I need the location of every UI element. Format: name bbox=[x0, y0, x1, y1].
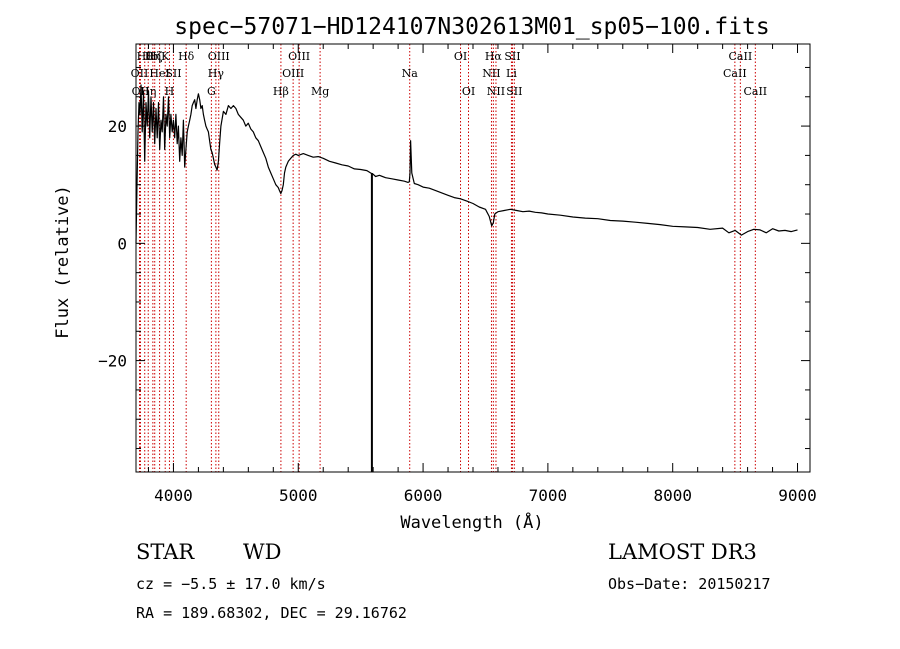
obs-date-text: Obs−Date: 20150217 bbox=[608, 575, 771, 593]
object-subclass: WD bbox=[243, 540, 281, 564]
emission-line-labels: OIIOIIHθHηHηHζHeIKHSIIHδGHγOIIIHβOIIIOII… bbox=[131, 50, 768, 98]
line-marker-label: Hβ bbox=[273, 85, 289, 98]
x-tick-label: 9000 bbox=[778, 486, 817, 505]
line-marker-label: OIII bbox=[288, 50, 310, 63]
line-marker-label: K bbox=[161, 50, 170, 63]
line-marker-label: G bbox=[207, 85, 216, 98]
line-marker-label: CaII bbox=[723, 67, 747, 80]
line-marker-label: OIII bbox=[282, 67, 304, 80]
y-axis-label: Flux (relative) bbox=[53, 185, 73, 339]
x-axis-ticks: 4000 5000 6000 7000 8000 9000 bbox=[147, 44, 817, 505]
x-axis-label: Wavelength (Å) bbox=[400, 511, 543, 533]
y-tick-label: 20 bbox=[108, 117, 127, 136]
line-marker-label: Mg bbox=[311, 85, 329, 98]
line-marker-label: SII bbox=[504, 50, 520, 63]
line-marker-label: OIII bbox=[208, 50, 230, 63]
emission-line-markers bbox=[138, 44, 756, 472]
plot-frame bbox=[135, 43, 811, 473]
x-tick-label: 8000 bbox=[653, 486, 692, 505]
line-marker-label: H bbox=[165, 85, 175, 98]
chart-title: spec−57071−HD124107N302613M01_sp05−100.f… bbox=[174, 14, 769, 40]
y-tick-label: −20 bbox=[98, 352, 127, 371]
line-marker-label: NII bbox=[487, 85, 505, 98]
x-tick-label: 7000 bbox=[529, 486, 568, 505]
x-tick-label: 6000 bbox=[404, 486, 443, 505]
object-class: STAR bbox=[136, 540, 195, 564]
line-marker-label: Hθ bbox=[137, 50, 154, 63]
y-tick-label: 0 bbox=[117, 234, 127, 253]
x-tick-label: 4000 bbox=[154, 486, 193, 505]
line-marker-label: OI bbox=[454, 50, 467, 63]
line-marker-label: NII bbox=[482, 67, 500, 80]
line-marker-label: Hδ bbox=[178, 50, 195, 63]
line-marker-label: CaII bbox=[743, 85, 767, 98]
line-marker-label: SII bbox=[165, 67, 181, 80]
line-marker-label: SII bbox=[506, 85, 522, 98]
x-tick-label: 5000 bbox=[279, 486, 318, 505]
spectrum-line bbox=[135, 84, 798, 244]
coords-text: RA = 189.68302, DEC = 29.16762 bbox=[136, 604, 407, 622]
line-marker-label: HeI bbox=[149, 67, 169, 80]
survey-name: LAMOST DR3 bbox=[608, 540, 757, 564]
line-marker-label: Hγ bbox=[208, 67, 225, 80]
y-axis-ticks: −20 0 20 bbox=[98, 66, 810, 450]
line-marker-label: Na bbox=[402, 67, 419, 80]
line-marker-label: Hζ bbox=[147, 50, 163, 63]
line-marker-label: OII bbox=[131, 67, 149, 80]
line-marker-label: CaII bbox=[729, 50, 753, 63]
line-marker-label: Hα bbox=[485, 50, 503, 63]
line-marker-label: Hη bbox=[145, 50, 161, 63]
line-marker-label: OI bbox=[462, 85, 475, 98]
line-marker-label: Li bbox=[506, 67, 517, 80]
redshift-text: cz = −5.5 ± 17.0 km/s bbox=[136, 575, 326, 593]
